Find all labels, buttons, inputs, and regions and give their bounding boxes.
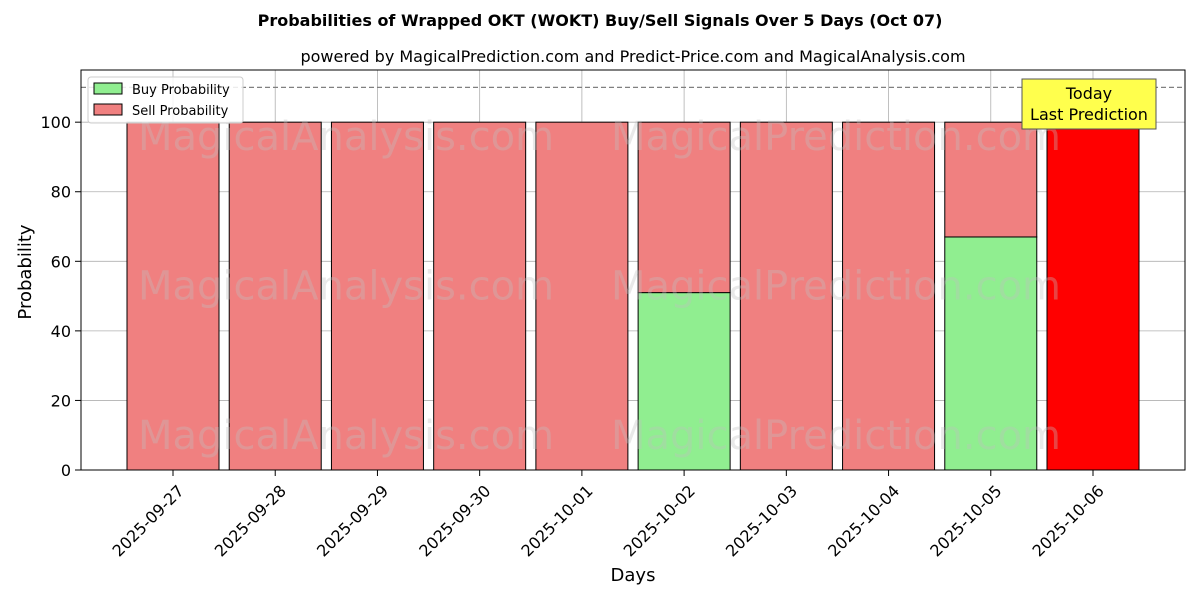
bars: [126, 121, 1140, 471]
today-annotation: Today Last Prediction: [1021, 78, 1157, 130]
bar-buy-2025-10-05: [944, 236, 1038, 471]
bar-sell-2025-10-04: [842, 121, 936, 471]
y-tick-label: 0: [61, 461, 71, 480]
x-tick-label: 2025-10-02: [620, 481, 699, 560]
x-axis-title: Days: [611, 565, 656, 586]
watermark-text: MagicalPrediction.com: [611, 413, 1061, 459]
annotation-text: Today: [1065, 84, 1112, 103]
bar-sell-2025-10-01: [535, 121, 629, 471]
legend-label: Sell Probability: [132, 104, 229, 119]
bar-sell-2025-10-02: [637, 121, 731, 294]
chart-subtitle: powered by MagicalPrediction.com and Pre…: [300, 47, 965, 66]
legend: Buy Probability Sell Probability: [87, 76, 244, 124]
y-tick-label: 20: [51, 391, 71, 410]
plot-frame: [80, 69, 1186, 471]
x-tick-label: 2025-10-05: [926, 481, 1005, 560]
x-tick-label: 2025-10-04: [824, 481, 903, 560]
y-tick-label: 40: [51, 322, 71, 341]
annotation-text: Last Prediction: [1030, 105, 1148, 124]
y-tick-label: 60: [51, 252, 71, 271]
y-axis: 0 20 40 60 80 100: [40, 113, 81, 480]
y-tick-label: 80: [51, 183, 71, 202]
x-tick-label: 2025-09-30: [415, 481, 494, 560]
bar-sell-2025-10-06: [1046, 121, 1140, 471]
x-tick-label: 2025-09-29: [313, 481, 392, 560]
watermark-text: MagicalPrediction.com: [611, 114, 1061, 160]
x-tick-label: 2025-09-27: [109, 481, 188, 560]
legend-swatch: [93, 103, 123, 116]
x-axis: 2025-09-27 2025-09-28 2025-09-29 2025-09-30…: [109, 470, 1108, 560]
bar-buy-2025-10-02: [637, 292, 731, 471]
watermark-text: MagicalAnalysis.com: [138, 264, 554, 310]
watermark-text: MagicalPrediction.com: [611, 264, 1061, 310]
legend-label: Buy Probability: [132, 83, 230, 98]
y-tick-label: 100: [40, 113, 71, 132]
y-axis-title: Probability: [15, 224, 36, 319]
annotation-box: [1021, 78, 1157, 130]
bar-sell-2025-10-05: [944, 121, 1038, 238]
x-tick-label: 2025-09-28: [211, 481, 290, 560]
chart-title: Probabilities of Wrapped OKT (WOKT) Buy/…: [258, 11, 943, 30]
legend-swatch: [93, 82, 123, 95]
bar-sell-2025-09-30: [433, 121, 527, 471]
legend-box: [87, 76, 244, 124]
x-tick-label: 2025-10-06: [1029, 481, 1108, 560]
x-tick-label: 2025-10-03: [722, 481, 801, 560]
x-tick-label: 2025-10-01: [517, 481, 596, 560]
watermark-text: MagicalAnalysis.com: [138, 413, 554, 459]
bar-sell-2025-09-27: [126, 121, 220, 471]
